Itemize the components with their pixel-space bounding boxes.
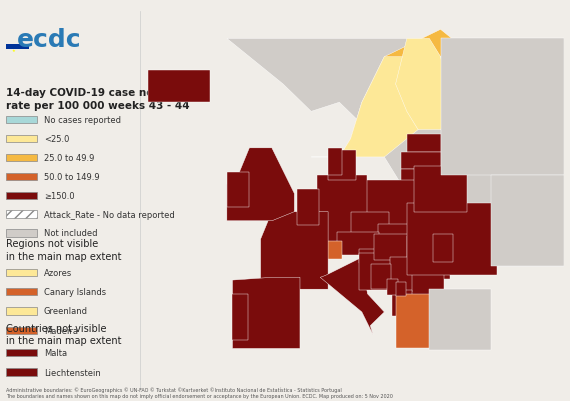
Polygon shape <box>401 153 441 169</box>
Polygon shape <box>227 39 564 267</box>
Bar <box>6 173 37 180</box>
Bar <box>6 192 37 199</box>
Polygon shape <box>297 189 319 226</box>
Bar <box>6 117 37 124</box>
Text: Liechtenstein: Liechtenstein <box>44 368 101 377</box>
Polygon shape <box>233 277 300 348</box>
Polygon shape <box>392 288 402 316</box>
Polygon shape <box>396 39 452 130</box>
Text: Not included: Not included <box>44 229 97 238</box>
Polygon shape <box>401 169 429 186</box>
Polygon shape <box>374 234 412 260</box>
Bar <box>6 136 37 143</box>
Polygon shape <box>320 257 384 335</box>
Text: Greenland: Greenland <box>44 307 88 316</box>
Polygon shape <box>339 57 441 158</box>
Polygon shape <box>148 71 210 103</box>
Polygon shape <box>336 232 379 255</box>
Polygon shape <box>491 176 564 267</box>
Bar <box>6 211 37 218</box>
Polygon shape <box>390 257 412 292</box>
Polygon shape <box>227 172 249 208</box>
Polygon shape <box>359 253 392 290</box>
Polygon shape <box>396 294 435 348</box>
Text: Malta: Malta <box>44 348 67 357</box>
Polygon shape <box>317 176 368 244</box>
Bar <box>6 230 37 237</box>
Bar <box>6 349 37 356</box>
Text: No cases reported: No cases reported <box>44 116 121 125</box>
Bar <box>6 327 37 334</box>
Text: ecdc: ecdc <box>17 28 82 52</box>
Polygon shape <box>372 264 391 290</box>
Polygon shape <box>407 135 441 153</box>
Polygon shape <box>317 241 342 259</box>
Polygon shape <box>351 212 389 235</box>
Bar <box>6 308 37 315</box>
Bar <box>6 269 37 276</box>
Text: Administrative boundaries: © EuroGeographics © UN-FAO © Turkstat ©Kartverket ©In: Administrative boundaries: © EuroGeograp… <box>6 387 341 392</box>
Polygon shape <box>233 294 248 340</box>
Bar <box>6 154 37 162</box>
Polygon shape <box>407 274 444 301</box>
Polygon shape <box>359 249 376 263</box>
Polygon shape <box>414 167 467 212</box>
Text: Madeira: Madeira <box>44 326 78 335</box>
Bar <box>6 45 28 50</box>
Text: 50.0 to 149.9: 50.0 to 149.9 <box>44 172 100 181</box>
Polygon shape <box>377 225 410 242</box>
Polygon shape <box>328 148 342 176</box>
Text: Canary Islands: Canary Islands <box>44 288 106 296</box>
Text: <25.0: <25.0 <box>44 135 70 144</box>
Polygon shape <box>398 290 413 305</box>
Text: 25.0 to 49.9: 25.0 to 49.9 <box>44 154 94 162</box>
Polygon shape <box>433 235 453 262</box>
Polygon shape <box>311 30 452 158</box>
Text: The boundaries and names shown on this map do not imply official endorsement or : The boundaries and names shown on this m… <box>6 393 393 398</box>
Text: Regions not visible
in the main map extent: Regions not visible in the main map exte… <box>6 239 121 261</box>
Polygon shape <box>328 150 356 180</box>
Polygon shape <box>362 180 418 230</box>
Text: Attack_Rate - No data reported: Attack_Rate - No data reported <box>44 210 174 219</box>
Polygon shape <box>429 290 491 350</box>
Polygon shape <box>441 39 564 176</box>
Text: ≥150.0: ≥150.0 <box>44 191 75 200</box>
Bar <box>6 288 37 296</box>
Polygon shape <box>407 203 497 276</box>
Text: Countries not visible
in the main map extent: Countries not visible in the main map ex… <box>6 323 121 345</box>
Polygon shape <box>387 279 398 295</box>
Text: Azores: Azores <box>44 268 72 277</box>
Polygon shape <box>407 237 450 279</box>
Bar <box>6 369 37 376</box>
Polygon shape <box>396 282 406 296</box>
Text: ★: ★ <box>11 49 15 53</box>
Polygon shape <box>260 212 328 290</box>
Text: 14-day COVID-19 case notification
rate per 100 000 weeks 43 - 44: 14-day COVID-19 case notification rate p… <box>6 88 207 111</box>
Polygon shape <box>227 148 294 221</box>
